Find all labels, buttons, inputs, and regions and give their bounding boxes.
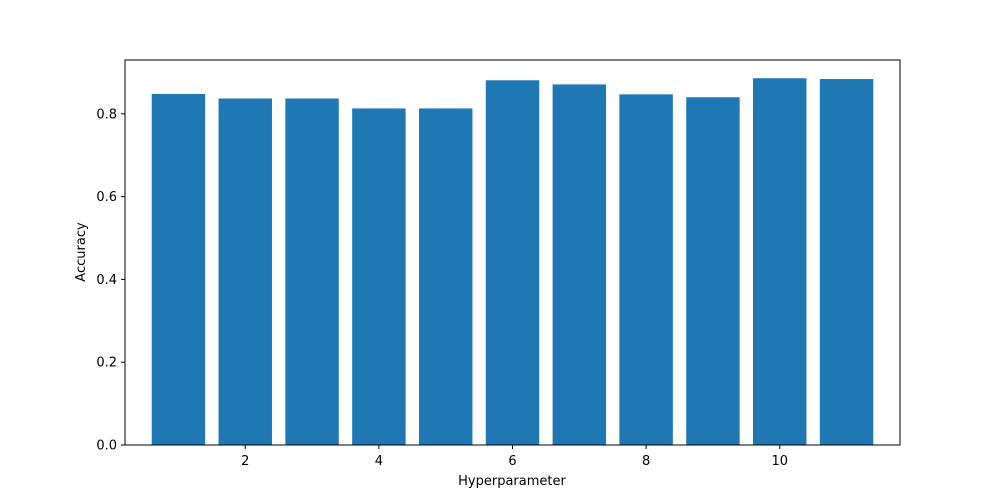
x-axis: 2 4 6 8 10 bbox=[241, 445, 788, 469]
y-tick-label-2: 0.4 bbox=[96, 273, 117, 288]
x-tick-label-10: 10 bbox=[771, 454, 788, 469]
x-tick-label-4: 4 bbox=[375, 454, 383, 469]
y-axis-label: Accuracy bbox=[74, 222, 89, 282]
x-tick-label-8: 8 bbox=[642, 454, 650, 469]
bar-3 bbox=[285, 98, 339, 445]
y-tick-label-3: 0.6 bbox=[96, 190, 117, 205]
bar-8 bbox=[619, 94, 673, 446]
bar-1 bbox=[151, 93, 206, 445]
bar-11 bbox=[819, 79, 874, 445]
y-tick-label-4: 0.8 bbox=[96, 107, 117, 122]
bar-2 bbox=[218, 98, 272, 445]
x-axis-label: Hyperparameter bbox=[458, 474, 566, 489]
bar-6 bbox=[485, 80, 540, 445]
x-tick-label-2: 2 bbox=[241, 454, 249, 469]
bar-10 bbox=[753, 78, 807, 445]
bar-9 bbox=[686, 97, 740, 445]
y-tick-label-1: 0.2 bbox=[96, 356, 117, 371]
x-tick-label-6: 6 bbox=[508, 454, 516, 469]
y-tick-label-0: 0.0 bbox=[96, 439, 117, 454]
bars-group bbox=[151, 78, 874, 446]
bar-4 bbox=[352, 108, 406, 445]
y-axis: 0.0 0.2 0.4 0.6 0.8 bbox=[96, 107, 125, 454]
bar-5 bbox=[418, 108, 473, 445]
bar-7 bbox=[552, 84, 607, 446]
